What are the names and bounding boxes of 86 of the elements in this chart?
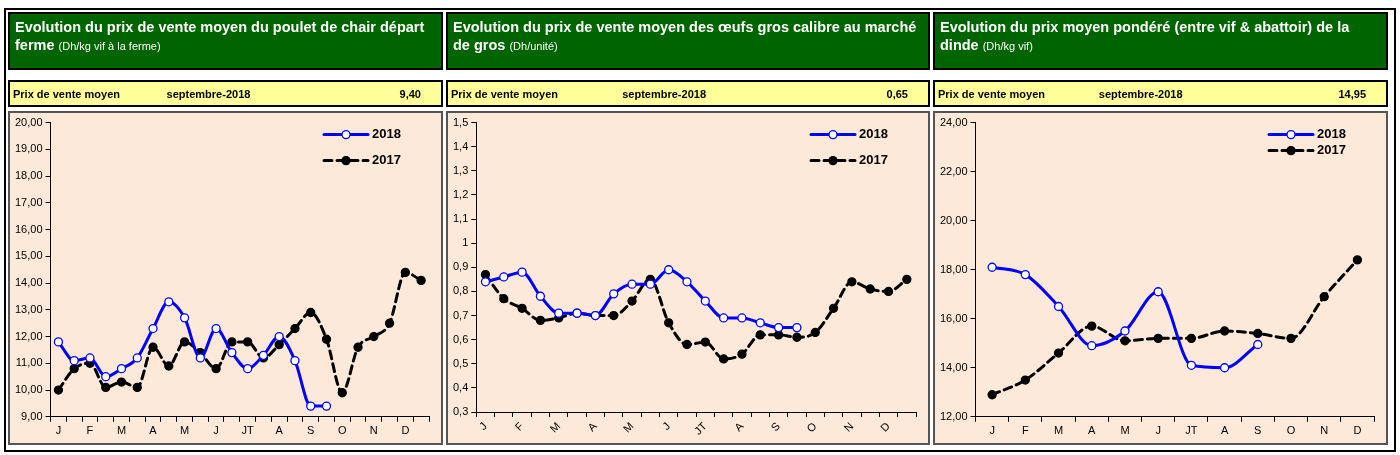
legend-label: 2018 — [1317, 126, 1346, 142]
x-tick-label: S — [768, 419, 783, 434]
y-tick-label: 16,00 — [940, 311, 968, 324]
text: 0,65 — [886, 88, 908, 100]
y-tick-label: 22,00 — [940, 164, 968, 177]
x-tick-label: A — [1088, 424, 1097, 437]
x-tick-label: O — [337, 424, 347, 437]
legend-label: 2017 — [372, 152, 401, 168]
y-tick-label: 18,00 — [15, 169, 43, 182]
y-tick-label: 12,00 — [940, 409, 968, 422]
y-tick-label: 11,00 — [15, 356, 43, 369]
x-tick-label: J — [1155, 424, 1161, 437]
legend-label: 2017 — [859, 152, 888, 168]
x-tick-label: J — [659, 419, 673, 433]
x-tick-label: S — [307, 424, 315, 437]
y-tick-label: 14,00 — [15, 276, 43, 289]
x-tick-label: M — [1120, 424, 1130, 437]
x-tick-label: O — [804, 419, 820, 435]
y-tick-label: 13,00 — [15, 302, 43, 315]
x-tick-label: D — [877, 419, 893, 434]
x-tick-label: M — [547, 419, 563, 435]
x-tick-label: S — [1254, 424, 1262, 437]
y-tick-label: 1,5 — [452, 115, 469, 128]
x-tick-label: J — [55, 424, 62, 437]
y-tick-label: 0,7 — [452, 308, 469, 321]
x-tick-label: F — [512, 419, 526, 434]
x-tick-label: F — [86, 424, 94, 437]
y-tick-label: 20,00 — [15, 115, 43, 128]
x-tick-label: N — [369, 424, 378, 437]
y-tick-label: 0,4 — [452, 380, 469, 393]
x-tick-label: J — [989, 424, 995, 437]
text: Prix de vente moyen — [938, 88, 1045, 100]
y-tick-label: 1,2 — [452, 187, 469, 200]
y-tick-label: 15,00 — [15, 249, 43, 262]
x-tick-label: F — [1021, 424, 1029, 437]
y-tick-label: 1,4 — [452, 139, 469, 152]
x-tick-label: M — [1053, 424, 1064, 437]
y-tick-label: 0,9 — [452, 260, 469, 273]
x-tick-label: D — [401, 424, 410, 437]
y-tick-label: 14,00 — [940, 360, 968, 373]
y-tick-label: 24,00 — [940, 115, 968, 128]
x-tick-label: M — [620, 419, 636, 435]
y-tick-label: 17,00 — [15, 195, 43, 208]
legend-label: 2018 — [372, 126, 401, 142]
text: 9,40 — [399, 88, 421, 100]
x-tick-label: M — [179, 424, 190, 437]
y-tick-label: 9,00 — [21, 409, 43, 422]
y-tick-label: 1 — [462, 236, 469, 249]
y-tick-label: 1,1 — [452, 212, 469, 225]
x-tick-label: A — [585, 419, 600, 434]
x-tick-label: J — [476, 419, 490, 433]
y-tick-label: 16,00 — [15, 222, 43, 235]
text: Prix de vente moyen — [13, 88, 120, 100]
text: septembre-2018 — [166, 88, 251, 100]
x-tick-label: N — [841, 419, 856, 434]
x-tick-label: O — [1286, 424, 1296, 437]
text: Prix de vente moyen — [451, 88, 558, 100]
chart-subtitle: (Dh/kg vif) — [982, 40, 1033, 52]
x-tick-label: N — [1320, 424, 1329, 437]
text: 14,95 — [1338, 88, 1366, 100]
y-tick-label: 12,00 — [15, 329, 43, 342]
x-tick-label: D — [1353, 424, 1362, 437]
text: septembre-2018 — [1098, 88, 1183, 100]
y-tick-label: 0,8 — [452, 284, 469, 297]
x-tick-label: JT — [241, 424, 255, 437]
x-tick-label: A — [149, 424, 158, 437]
y-tick-label: 18,00 — [940, 262, 968, 275]
legend-label: 2018 — [859, 126, 888, 142]
x-tick-label: JT — [691, 419, 710, 437]
y-tick-label: 10,00 — [15, 383, 43, 396]
text: septembre-2018 — [622, 88, 707, 100]
x-tick-label: A — [1220, 424, 1229, 437]
x-tick-label: A — [731, 419, 746, 434]
y-tick-label: 0,3 — [452, 405, 469, 418]
y-tick-label: 1,3 — [452, 163, 469, 176]
y-tick-label: 0,6 — [452, 332, 469, 345]
x-tick-label: J — [213, 424, 219, 437]
x-tick-label: A — [275, 424, 284, 437]
legend-label: 2017 — [1317, 142, 1346, 158]
chart-subtitle: (Dh/kg vif à la ferme) — [58, 40, 161, 52]
y-tick-label: 19,00 — [15, 142, 43, 155]
y-tick-label: 0,5 — [452, 356, 469, 369]
x-tick-label: M — [116, 424, 127, 437]
x-tick-label: JT — [1185, 424, 1198, 437]
chart-subtitle: (Dh/unité) — [509, 40, 558, 52]
y-tick-label: 20,00 — [940, 213, 968, 226]
